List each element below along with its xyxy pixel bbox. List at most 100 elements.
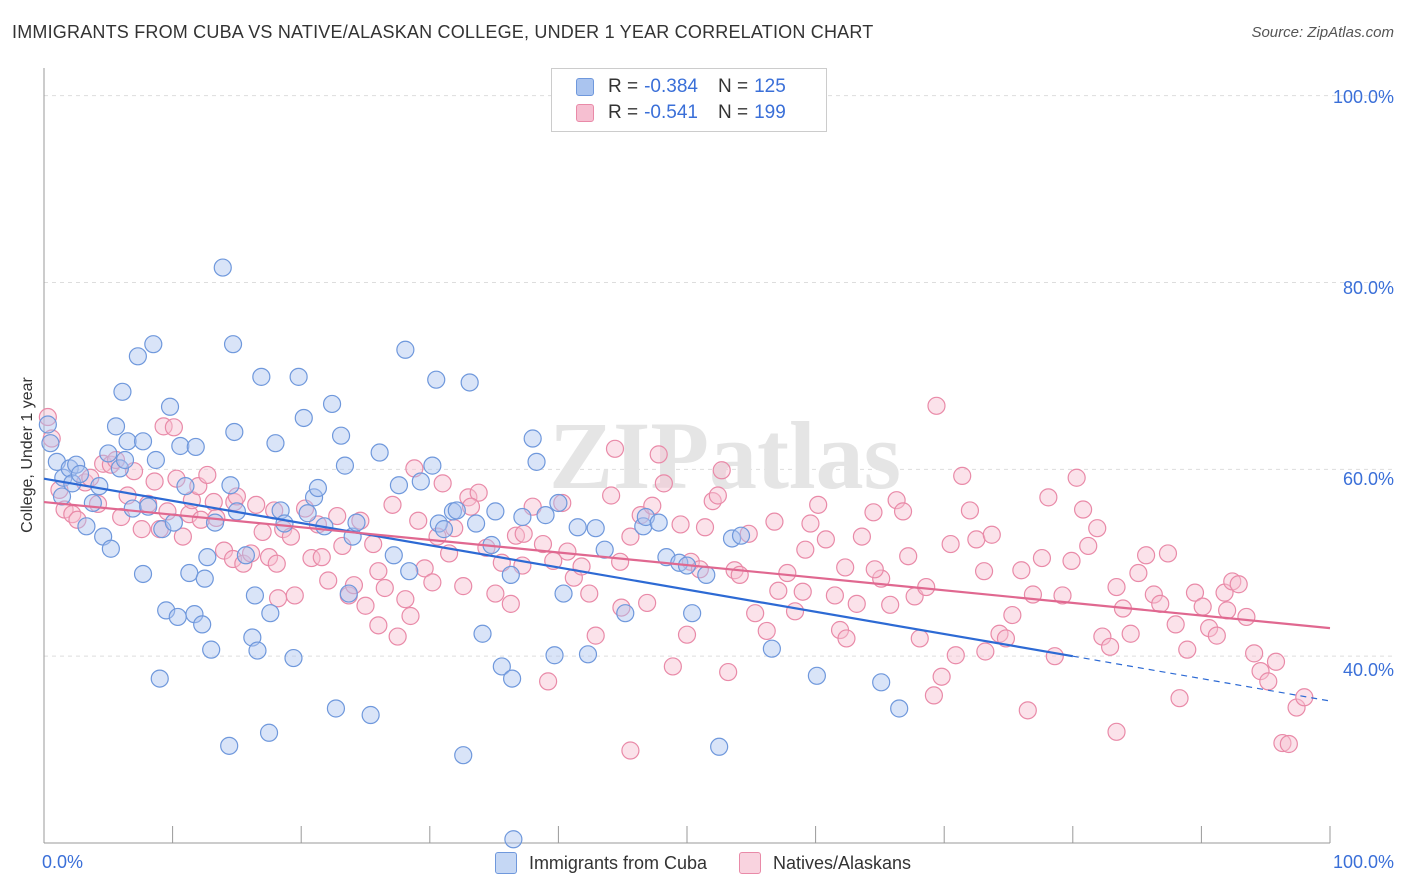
legend-swatch-blue <box>494 852 517 874</box>
data-point <box>236 546 256 565</box>
data-point <box>132 520 151 539</box>
data-point <box>1100 637 1120 656</box>
data-point <box>411 472 430 491</box>
data-point <box>697 565 716 585</box>
data-point <box>220 736 239 755</box>
data-point <box>144 335 163 354</box>
data-point <box>762 639 781 658</box>
data-point <box>1279 734 1298 754</box>
data-point <box>266 434 285 453</box>
data-point <box>1218 601 1237 620</box>
data-point <box>864 503 883 522</box>
data-point <box>275 514 294 533</box>
data-point <box>924 686 944 705</box>
data-point <box>118 432 137 451</box>
data-point <box>202 640 221 659</box>
data-point <box>708 486 727 505</box>
data-point <box>153 520 172 539</box>
data-point <box>586 626 605 645</box>
data-point <box>586 519 605 538</box>
data-point <box>294 408 313 428</box>
gridlines <box>44 95 1392 657</box>
data-point <box>757 621 776 641</box>
data-point <box>890 699 909 718</box>
data-point <box>578 645 598 664</box>
data-point <box>927 396 946 415</box>
data-point <box>221 476 240 495</box>
data-point <box>967 530 986 549</box>
data-point <box>415 559 434 578</box>
data-point <box>164 418 183 437</box>
data-point <box>671 515 690 534</box>
data-point <box>533 534 553 554</box>
data-point <box>304 488 324 507</box>
data-point <box>460 373 479 392</box>
data-point <box>70 464 90 484</box>
data-point <box>1073 500 1093 519</box>
data-point <box>1088 519 1107 538</box>
data-point <box>427 370 446 389</box>
data-point <box>568 518 587 537</box>
data-point <box>38 407 57 427</box>
data-point <box>434 520 454 539</box>
data-point <box>580 584 599 603</box>
data-point <box>1039 488 1058 507</box>
data-point <box>347 513 366 532</box>
data-point <box>974 562 994 581</box>
data-point <box>492 657 511 676</box>
legend-label: Immigrants from Cuba <box>528 852 707 873</box>
data-point <box>133 432 153 451</box>
data-point <box>261 604 280 623</box>
data-point <box>769 581 788 600</box>
data-point <box>253 522 272 542</box>
data-point <box>836 558 855 577</box>
data-point <box>1067 468 1086 487</box>
data-point <box>396 590 415 609</box>
data-point <box>872 673 891 692</box>
data-point <box>1273 733 1292 753</box>
data-point <box>106 417 126 436</box>
data-point <box>960 501 980 520</box>
data-point <box>1053 586 1072 605</box>
data-point <box>312 548 331 567</box>
data-point <box>198 548 217 567</box>
data-point <box>486 502 505 521</box>
data-point <box>469 483 488 502</box>
data-point <box>369 562 388 581</box>
data-point <box>1107 722 1126 741</box>
data-point <box>68 510 87 529</box>
data-point <box>369 616 388 635</box>
data-point <box>171 436 190 456</box>
data-point <box>157 601 176 620</box>
data-point <box>328 506 347 526</box>
data-point <box>41 434 60 453</box>
data-point <box>1295 688 1314 707</box>
data-point <box>268 589 288 608</box>
data-point <box>289 367 308 386</box>
x-tick-label: 100.0% <box>1332 852 1394 872</box>
data-point <box>941 534 960 554</box>
data-point <box>247 495 266 514</box>
blue-swatch <box>576 78 594 96</box>
legend-n-value: 125 <box>754 76 786 97</box>
data-point <box>248 641 267 660</box>
data-point <box>683 604 702 623</box>
data-point <box>638 593 657 613</box>
data-point <box>801 514 820 533</box>
data-point <box>695 518 715 537</box>
data-point <box>375 578 394 598</box>
data-point <box>807 666 826 685</box>
data-point <box>649 513 668 532</box>
data-point <box>893 502 913 521</box>
data-point <box>195 569 214 588</box>
data-point <box>173 527 192 546</box>
data-point <box>545 646 564 665</box>
data-point <box>486 584 505 603</box>
data-point <box>409 511 428 530</box>
data-point <box>825 586 844 605</box>
data-point <box>99 444 118 463</box>
data-point <box>164 513 183 532</box>
data-point <box>38 415 57 434</box>
data-point <box>621 527 640 546</box>
